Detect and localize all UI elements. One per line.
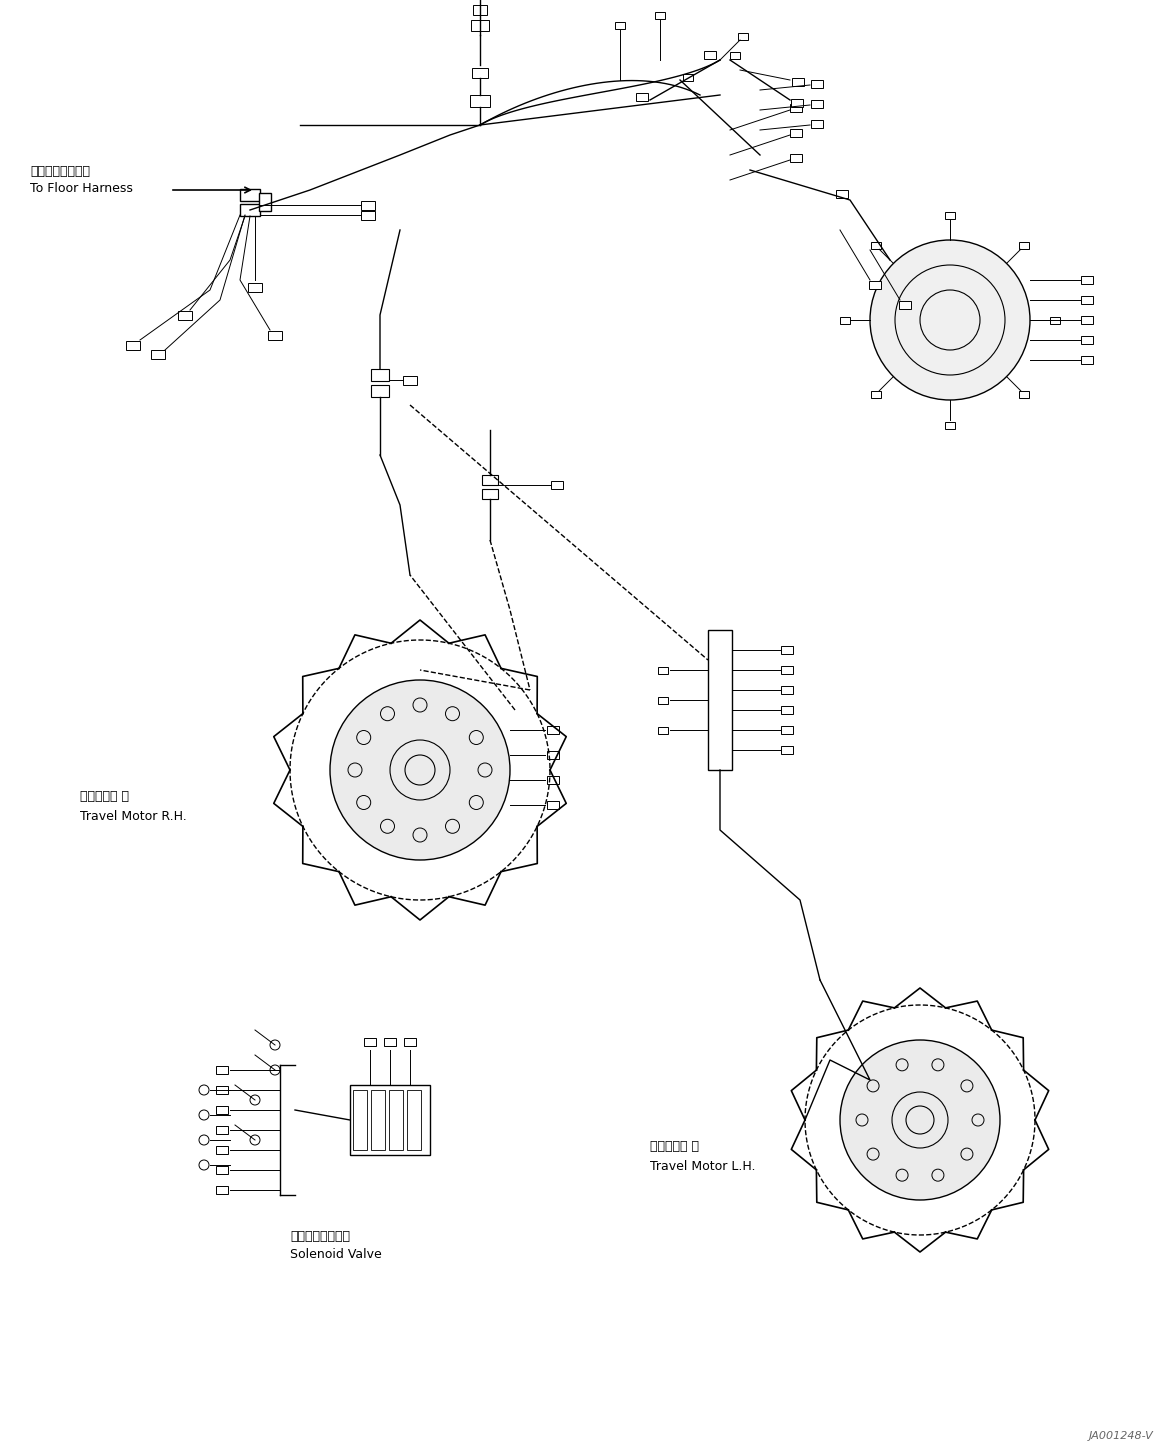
Bar [683, 73, 693, 80]
Circle shape [870, 240, 1030, 400]
Bar [547, 727, 559, 734]
Circle shape [841, 1040, 1000, 1200]
Bar [899, 301, 911, 309]
Bar [216, 1107, 228, 1114]
Bar [871, 242, 880, 249]
Bar [1050, 316, 1060, 323]
Bar [636, 93, 648, 100]
Bar [551, 480, 564, 489]
Bar [869, 281, 880, 288]
Bar [1081, 277, 1093, 284]
Bar [470, 95, 490, 106]
Bar [216, 1086, 228, 1093]
Bar [945, 211, 954, 218]
Bar [1081, 316, 1093, 325]
Text: フロアハーネスへ: フロアハーネスへ [31, 165, 90, 178]
Bar [404, 1038, 416, 1045]
Bar [781, 745, 792, 754]
Bar [615, 22, 625, 29]
Bar [836, 189, 848, 198]
Bar [1081, 336, 1093, 344]
Bar [1019, 390, 1030, 397]
Bar [239, 204, 259, 215]
Bar [704, 51, 716, 60]
Bar [781, 665, 792, 674]
Bar [738, 32, 748, 39]
Bar [403, 376, 417, 384]
Bar [811, 100, 823, 108]
Bar [708, 630, 733, 770]
Bar [216, 1066, 228, 1075]
Bar [350, 1085, 430, 1155]
Bar [371, 384, 389, 397]
Bar [151, 349, 166, 358]
Bar [471, 19, 490, 31]
Bar [360, 211, 375, 220]
Bar [483, 489, 498, 499]
Bar [239, 189, 259, 201]
Bar [811, 119, 823, 128]
Bar [811, 80, 823, 87]
Bar [792, 79, 804, 86]
Bar [547, 751, 559, 759]
Bar [781, 727, 792, 734]
Bar [547, 776, 559, 783]
Bar [1081, 296, 1093, 304]
Bar [1081, 357, 1093, 364]
Bar [259, 194, 271, 211]
Bar [389, 1091, 403, 1150]
Bar [781, 706, 792, 713]
Text: 走行モータ 右: 走行モータ 右 [80, 791, 129, 804]
Bar [473, 4, 487, 15]
Bar [268, 331, 282, 339]
Bar [657, 696, 668, 703]
Text: JA001248-V: JA001248-V [1089, 1431, 1154, 1441]
Bar [407, 1091, 421, 1150]
Bar [384, 1038, 396, 1045]
Bar [781, 646, 792, 654]
Circle shape [330, 680, 510, 860]
Bar [547, 801, 559, 810]
Bar [871, 390, 880, 397]
Text: 走行モータ 左: 走行モータ 左 [650, 1140, 699, 1153]
Bar [657, 667, 668, 674]
Text: To Floor Harness: To Floor Harness [31, 182, 133, 195]
Bar [791, 99, 803, 106]
Bar [371, 1091, 385, 1150]
Bar [730, 51, 740, 58]
Bar [483, 475, 498, 485]
Bar [216, 1187, 228, 1194]
Bar [790, 130, 802, 137]
Bar [216, 1125, 228, 1134]
Bar [248, 282, 262, 291]
Bar [781, 686, 792, 695]
Text: Travel Motor L.H.: Travel Motor L.H. [650, 1160, 756, 1174]
Bar [178, 310, 193, 319]
Text: ソレノイドバルブ: ソレノイドバルブ [290, 1230, 350, 1243]
Text: Travel Motor R.H.: Travel Motor R.H. [80, 810, 187, 823]
Bar [945, 421, 954, 428]
Bar [655, 12, 664, 19]
Bar [371, 368, 389, 381]
Bar [657, 727, 668, 734]
Bar [216, 1166, 228, 1174]
Bar [790, 154, 802, 162]
Bar [353, 1091, 367, 1150]
Bar [790, 103, 802, 112]
Bar [126, 341, 140, 349]
Text: Solenoid Valve: Solenoid Valve [290, 1248, 382, 1261]
Bar [1019, 242, 1030, 249]
Bar [216, 1146, 228, 1155]
Bar [360, 201, 375, 210]
Bar [364, 1038, 376, 1045]
Bar [472, 68, 488, 79]
Bar [841, 316, 850, 323]
